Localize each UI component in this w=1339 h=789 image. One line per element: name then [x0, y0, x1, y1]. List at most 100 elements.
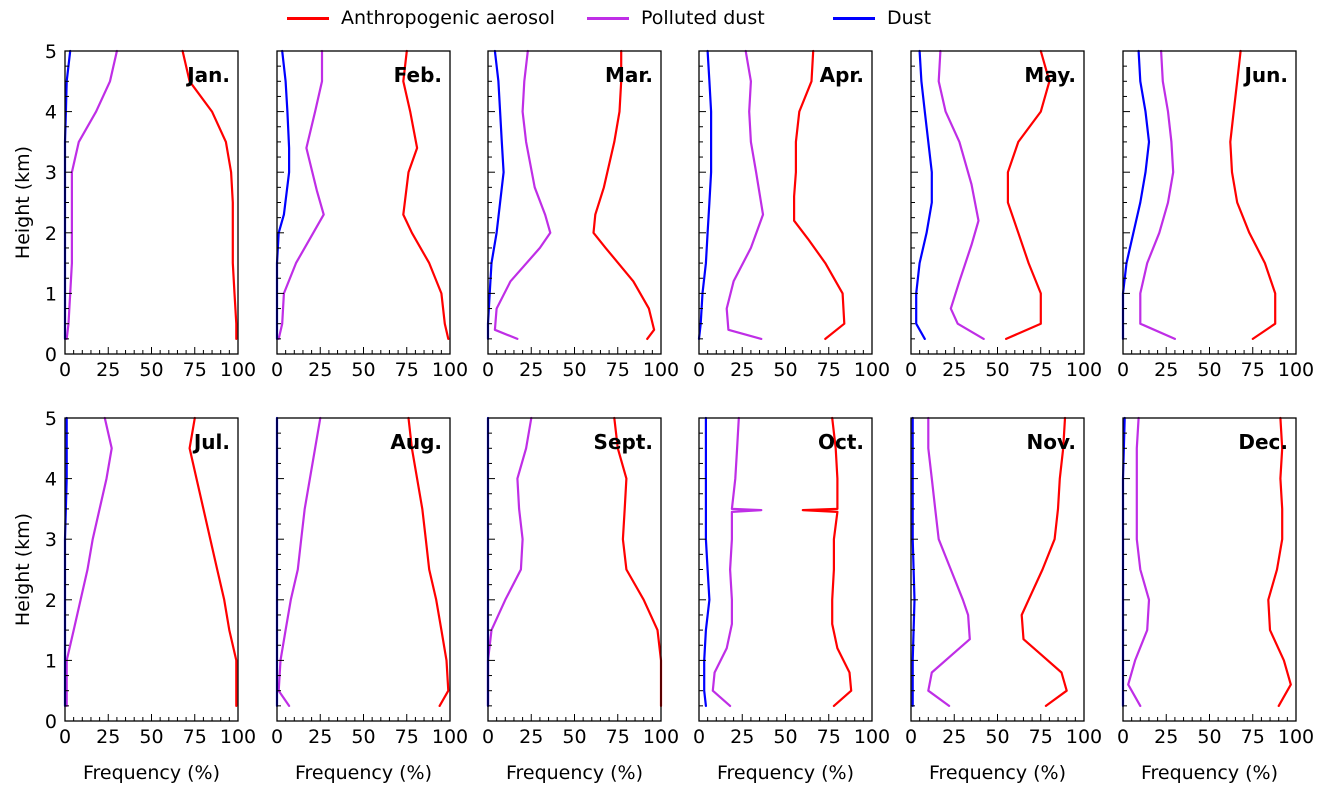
axes-frame: [64, 50, 239, 355]
panel-mar: 0 25 50 75 100 Mar.: [482, 49, 679, 381]
axes-frame: [910, 50, 1085, 355]
x-tick-label: 50: [351, 726, 375, 748]
x-tick-label: 75: [1029, 359, 1053, 381]
axes-frame: [1122, 50, 1297, 355]
axes-frame: [487, 50, 662, 355]
series-line-polluted-dust: [725, 49, 765, 340]
series-line-anthropogenic-aerosol: [407, 416, 450, 707]
panel-oct: 0 25 50 75 100 Oct. Frequency (%): [693, 416, 890, 784]
x-tick-label: 0: [271, 359, 283, 381]
x-tick-label: 75: [606, 726, 630, 748]
series-line-polluted-dust: [937, 49, 985, 340]
y-tick-label: 3: [45, 529, 57, 551]
legend-line-swatch: [833, 16, 875, 20]
x-tick-label: 75: [1241, 726, 1265, 748]
series-line-polluted-dust: [65, 49, 118, 340]
x-tick-label: 0: [1117, 359, 1129, 381]
axes-frame: [487, 417, 662, 722]
x-tick-label: 50: [351, 359, 375, 381]
x-tick-label: 0: [693, 726, 705, 748]
x-axis-label: Frequency (%): [295, 762, 432, 784]
x-tick-label: 50: [985, 726, 1009, 748]
y-tick-label: 1: [45, 650, 57, 672]
x-tick-label: 75: [817, 726, 841, 748]
series-line-polluted-dust: [493, 49, 552, 340]
y-tick-label: 4: [45, 102, 57, 124]
series-line-anthropogenic-aerosol: [402, 49, 450, 340]
x-tick-label: 75: [817, 359, 841, 381]
series-line-polluted-dust: [277, 416, 322, 707]
x-tick-label: 50: [985, 359, 1009, 381]
axes-frame: [276, 50, 451, 355]
legend-label: Anthropogenic aerosol: [341, 7, 555, 29]
series-line-polluted-dust: [927, 416, 971, 707]
series-line-polluted-dust: [65, 416, 113, 707]
y-axis-label: Height (km): [12, 146, 34, 259]
x-axis-label: Frequency (%): [929, 762, 1066, 784]
legend-label: Dust: [887, 7, 932, 29]
x-tick-label: 75: [183, 359, 207, 381]
x-tick-label: 100: [1278, 726, 1314, 748]
panel-apr: 0 25 50 75 100 Apr.: [693, 49, 890, 381]
series-line-dust: [486, 49, 505, 340]
x-tick-label: 50: [1197, 359, 1221, 381]
x-tick-label: 75: [395, 359, 419, 381]
y-tick-label: 0: [45, 711, 57, 733]
series-line-anthropogenic-aerosol: [188, 416, 238, 707]
x-tick-label: 25: [96, 359, 120, 381]
x-tick-label: 50: [562, 726, 586, 748]
x-tick-label: 25: [1154, 359, 1178, 381]
x-tick-label: 0: [271, 726, 283, 748]
x-tick-label: 100: [432, 359, 468, 381]
panel-month-label: Dec.: [1238, 430, 1288, 454]
x-axis-label: Frequency (%): [506, 762, 643, 784]
panel-may: 0 25 50 75 100 May.: [905, 49, 1102, 381]
y-tick-label: 0: [45, 344, 57, 366]
x-tick-label: 100: [1066, 726, 1102, 748]
panel-month-label: Nov.: [1027, 430, 1076, 454]
series-line-anthropogenic-aerosol: [181, 49, 238, 340]
x-tick-label: 25: [96, 726, 120, 748]
y-tick-label: 5: [45, 408, 57, 430]
x-tick-label: 75: [183, 726, 207, 748]
x-tick-label: 100: [220, 726, 256, 748]
series-line-anthropogenic-aerosol: [801, 416, 853, 707]
x-axis-label: Frequency (%): [1141, 762, 1278, 784]
series-line-polluted-dust: [486, 416, 533, 707]
x-tick-label: 25: [519, 359, 543, 381]
legend: Anthropogenic aerosol Polluted dust Dust: [0, 4, 1339, 32]
y-tick-label: 1: [45, 283, 57, 305]
series-line-polluted-dust: [1139, 49, 1176, 340]
x-tick-label: 75: [606, 359, 630, 381]
panel-month-label: Feb.: [394, 63, 442, 87]
legend-item: Dust: [833, 4, 931, 32]
panel-jul: 0 25 50 75 100 0 1 2 3 4 5 Height (km) Jul. Frequency…: [12, 408, 256, 784]
x-tick-label: 100: [643, 359, 679, 381]
panel-month-label: Oct.: [818, 430, 864, 454]
legend-item: Anthropogenic aerosol: [287, 4, 555, 32]
panel-month-label: Jul.: [192, 430, 230, 454]
y-tick-label: 2: [45, 590, 57, 612]
x-tick-label: 0: [59, 359, 71, 381]
x-tick-label: 50: [139, 359, 163, 381]
series-line-polluted-dust: [277, 49, 325, 340]
x-tick-label: 50: [773, 726, 797, 748]
series-line-anthropogenic-aerosol: [1229, 49, 1277, 340]
series-line-polluted-dust: [1127, 416, 1151, 707]
panel-nov: 0 25 50 75 100 Nov. Frequency (%): [905, 416, 1102, 784]
x-tick-label: 25: [942, 726, 966, 748]
panel-month-label: Jan.: [185, 63, 230, 87]
axes-frame: [276, 417, 451, 722]
panel-feb: 0 25 50 75 100 Feb.: [271, 49, 468, 381]
x-tick-label: 100: [854, 359, 890, 381]
x-tick-label: 0: [905, 359, 917, 381]
x-tick-label: 50: [562, 359, 586, 381]
panel-jan: 0 25 50 75 100 0 1 2 3 4 5 Height (km) Jan.: [12, 41, 256, 381]
series-line-anthropogenic-aerosol: [1267, 416, 1292, 707]
x-tick-label: 25: [308, 359, 332, 381]
series-line-dust: [915, 49, 933, 340]
panel-month-label: Apr.: [820, 63, 864, 87]
x-tick-label: 0: [482, 359, 494, 381]
series-line-dust: [697, 49, 713, 340]
